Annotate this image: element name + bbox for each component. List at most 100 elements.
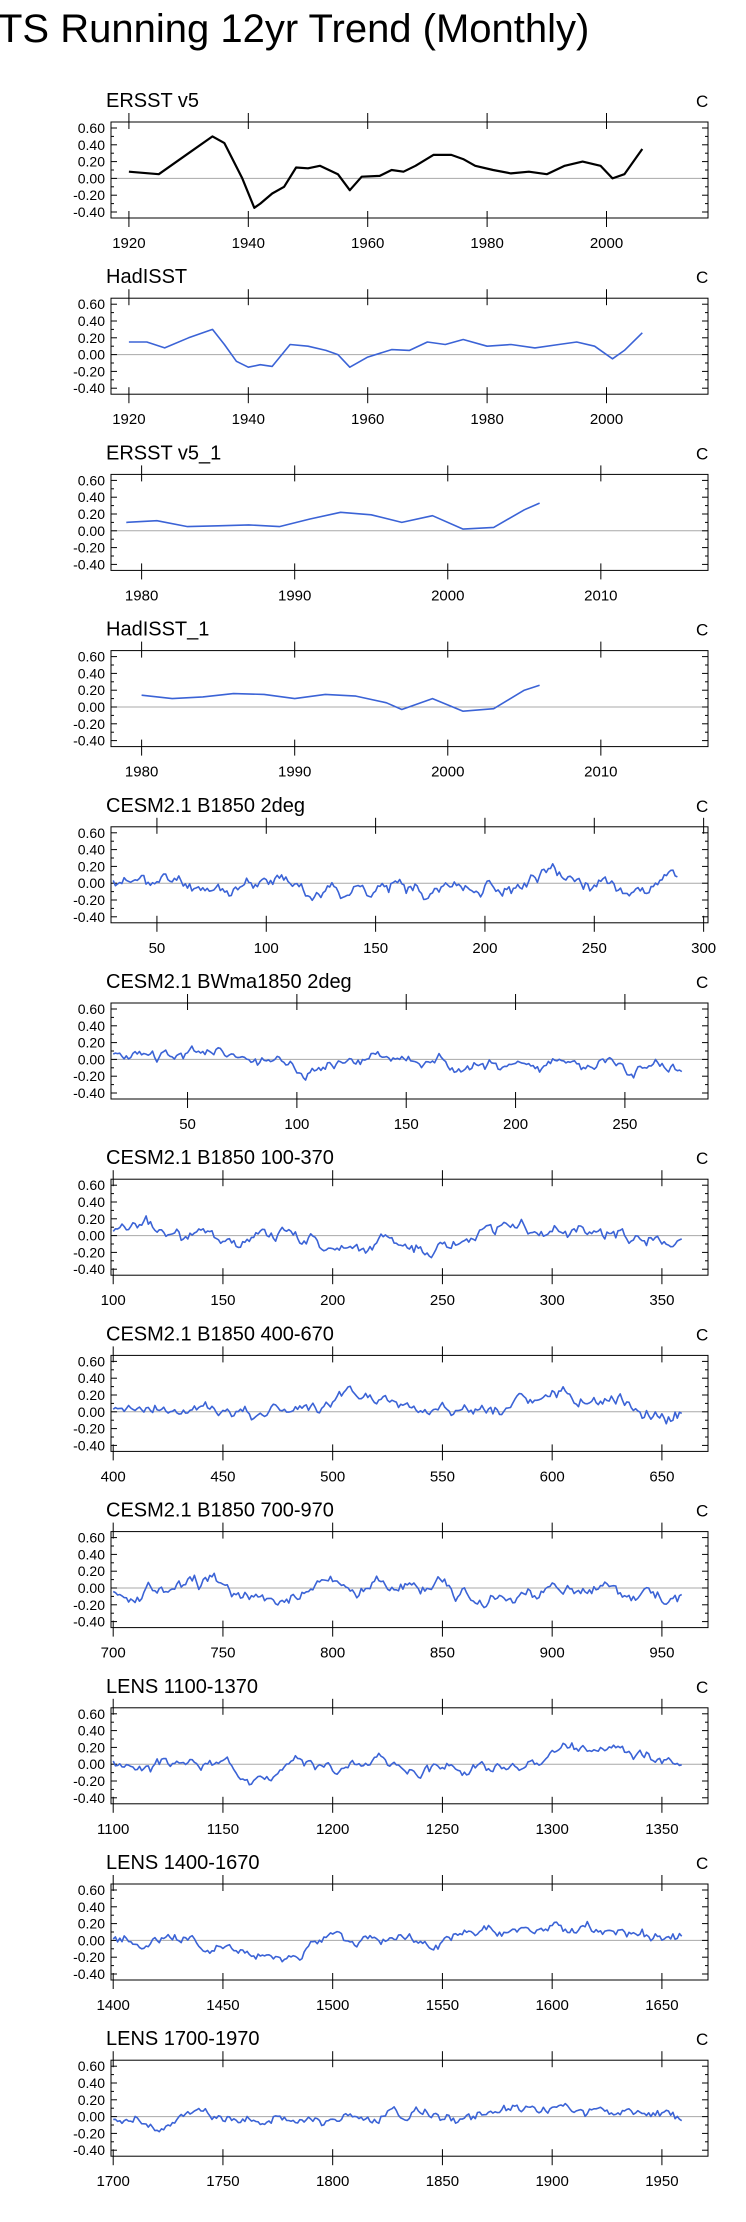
x-tick-label: 200: [472, 940, 497, 957]
x-tick-label: 2010: [584, 764, 617, 781]
x-tick-label: 400: [101, 1468, 126, 1485]
plot-frame: [110, 121, 709, 219]
x-tick-label: 2000: [431, 587, 464, 604]
plot-frame: [110, 1883, 709, 1981]
x-tick-label: 750: [210, 1645, 235, 1662]
x-tick-label: 1960: [351, 235, 384, 252]
y-tick-label: 0.40: [78, 665, 105, 681]
x-tick-label: 900: [540, 1645, 565, 1662]
panel-8: CESM2.1 B1850 400-670 C -0.40-0.200.000.20…: [73, 1323, 709, 1485]
panel-9: CESM2.1 B1850 700-970 C -0.40-0.200.000.20…: [73, 1500, 709, 1662]
x-tick-label: 1980: [125, 587, 158, 604]
plot-frame: [110, 650, 709, 748]
units-label: C: [696, 268, 708, 287]
panel-7: CESM2.1 B1850 100-370 C -0.40-0.200.000.20…: [73, 1147, 709, 1309]
x-tick-label: 2000: [590, 411, 623, 428]
y-tick-label: 0.40: [78, 1723, 105, 1739]
units-label: C: [696, 1149, 708, 1168]
x-tick-label: 1550: [426, 1997, 459, 2014]
units-label: C: [696, 1854, 708, 1873]
units-label: C: [696, 444, 708, 463]
x-tick-label: 1150: [207, 1821, 239, 1838]
y-tick-label: -0.40: [73, 380, 105, 396]
x-tick-label: 450: [210, 1468, 235, 1485]
y-tick-label: -0.40: [73, 1437, 105, 1453]
x-tick-label: 1100: [97, 1821, 129, 1838]
y-tick-label: 0.00: [78, 2109, 105, 2125]
x-tick-label: 1300: [535, 1821, 568, 1838]
y-tick-label: 0.60: [78, 120, 105, 136]
y-tick-label: 0.20: [78, 1211, 105, 1227]
panel-12: LENS 1700-1970 C -0.40-0.200.000.200.400.6…: [73, 2028, 709, 2190]
x-tick-label: 50: [149, 940, 166, 957]
y-tick-label: 0.60: [78, 1530, 105, 1546]
y-tick-label: 0.60: [78, 1353, 105, 1369]
panel-5: CESM2.1 B1850 2deg C -0.40-0.200.000.200.4…: [73, 795, 716, 957]
series-line: [113, 2102, 683, 2133]
units-label: C: [696, 1325, 708, 1344]
x-tick-label: 1850: [426, 2173, 459, 2190]
x-tick-label: 1500: [316, 1997, 349, 2014]
y-tick-label: 0.60: [78, 1706, 105, 1722]
panel-title: LENS 1100-1370: [106, 1676, 258, 1698]
y-tick-label: 0.60: [78, 1001, 105, 1017]
plot-frame: [110, 1354, 709, 1452]
x-tick-label: 1990: [278, 764, 311, 781]
x-tick-label: 1940: [232, 235, 265, 252]
y-tick-label: 0.00: [78, 1580, 105, 1596]
series-line: [112, 1572, 683, 1609]
y-tick-label: 0.00: [78, 1404, 105, 1420]
x-tick-label: 1980: [125, 764, 158, 781]
x-tick-label: 1700: [97, 2173, 130, 2190]
y-tick-label: -0.20: [73, 1597, 105, 1613]
y-tick-label: 0.00: [78, 1932, 105, 1948]
y-tick-label: -0.40: [73, 1790, 105, 1806]
y-tick-label: -0.40: [73, 1966, 105, 1982]
x-tick-label: 1650: [645, 1997, 678, 2014]
y-tick-label: 0.40: [78, 2075, 105, 2091]
panel-title: CESM2.1 B1850 2deg: [106, 795, 305, 817]
x-tick-label: 550: [430, 1468, 455, 1485]
y-tick-label: 0.60: [78, 296, 105, 312]
y-tick-label: 0.00: [78, 875, 105, 891]
x-tick-label: 2000: [590, 235, 623, 252]
x-tick-label: 1900: [535, 2173, 568, 2190]
y-tick-label: 0.20: [78, 154, 105, 170]
panel-3: ERSST v5_1 C -0.40-0.200.000.200.400.60 198…: [73, 442, 709, 604]
y-tick-label: 0.60: [78, 649, 105, 665]
y-tick-label: 0.40: [78, 1018, 105, 1034]
x-tick-label: 1400: [97, 1997, 130, 2014]
y-tick-label: -0.20: [73, 1068, 105, 1084]
plot-frame: [110, 1178, 709, 1276]
y-tick-label: -0.20: [73, 1421, 105, 1437]
panel-6: CESM2.1 BWma1850 2deg C -0.40-0.200.000.20…: [73, 971, 709, 1133]
y-tick-label: -0.20: [73, 1244, 105, 1260]
y-tick-label: 0.00: [78, 699, 105, 715]
y-tick-label: 0.20: [78, 682, 105, 698]
x-tick-label: 650: [649, 1468, 674, 1485]
plot-frame: [110, 826, 709, 924]
x-tick-label: 250: [430, 1292, 455, 1309]
y-tick-label: 0.60: [78, 1177, 105, 1193]
figure-title: TS Running 12yr Trend (Monthly): [0, 7, 589, 51]
y-tick-label: 0.00: [78, 1228, 105, 1244]
x-tick-label: 1980: [470, 235, 503, 252]
panel-title: HadISST: [106, 266, 187, 288]
panel-title: ERSST v5_1: [106, 442, 221, 464]
series-line: [112, 1215, 683, 1259]
units-label: C: [696, 92, 708, 111]
units-label: C: [696, 1678, 708, 1697]
x-tick-label: 1950: [645, 2173, 678, 2190]
panel-title: CESM2.1 B1850 400-670: [106, 1323, 334, 1345]
series-line: [126, 502, 540, 530]
x-tick-label: 1600: [535, 1997, 568, 2014]
y-tick-label: 0.40: [78, 1899, 105, 1915]
y-tick-label: 0.40: [78, 313, 105, 329]
x-tick-label: 1940: [232, 411, 265, 428]
panel-title: CESM2.1 B1850 700-970: [106, 1500, 334, 1522]
x-tick-label: 150: [394, 1116, 419, 1133]
panel-title: LENS 1700-1970: [106, 2028, 259, 2050]
y-tick-label: -0.20: [73, 1773, 105, 1789]
